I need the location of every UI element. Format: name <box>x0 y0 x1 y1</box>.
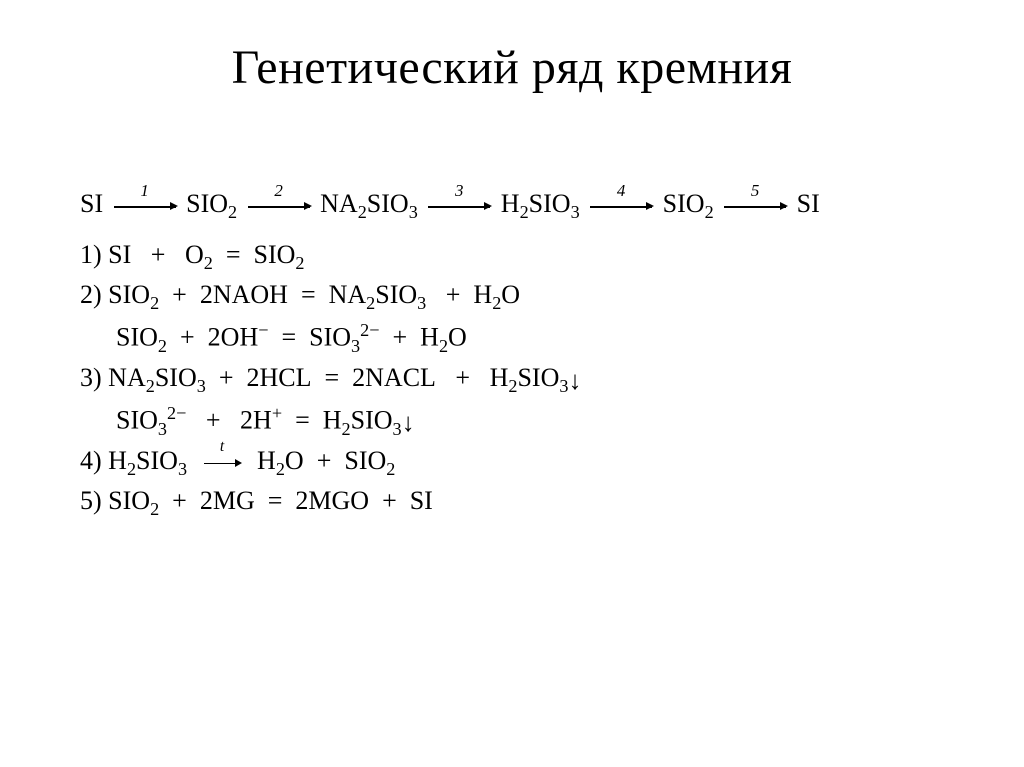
chain-arrow: 5 <box>720 193 790 219</box>
chain-arrow: 2 <box>244 193 314 219</box>
chain-species: Na2SiO3 <box>320 189 418 218</box>
content-block: Si 1 SiO2 2 Na2SiO3 3 H2SiO3 4 SiO2 5 Si… <box>60 185 964 523</box>
equation-4: 4) H2SiO3 t H2O + SiO2 <box>80 442 964 483</box>
chain-species: H2SiO3 <box>501 189 580 218</box>
reaction-chain: Si 1 SiO2 2 Na2SiO3 3 H2SiO3 4 SiO2 5 Si <box>80 185 964 226</box>
chain-species: Si <box>80 189 103 218</box>
equation-2-ionic: SiO2 + 2OH− = SiO32− + H2O <box>80 317 964 359</box>
chain-species: Si <box>797 189 820 218</box>
chain-arrow: 1 <box>110 193 180 219</box>
equation-1: 1) Si + O2 = SiO2 <box>80 236 964 277</box>
chain-arrow: 3 <box>424 193 494 219</box>
slide: Генетический ряд кремния Si 1 SiO2 2 Na2… <box>0 0 1024 767</box>
chain-species: SiO2 <box>663 189 714 218</box>
chain-species: SiO2 <box>186 189 237 218</box>
slide-title: Генетический ряд кремния <box>60 40 964 95</box>
equation-3-ionic: SiO32− + 2H+ = H2SiO3↓ <box>80 400 964 442</box>
heat-arrow: t <box>200 450 244 476</box>
equation-3: 3) Na2SiO3 + 2HCl = 2NaCl + H2SiO3↓ <box>80 359 964 400</box>
equation-2: 2) SiO2 + 2NaOH = Na2SiO3 + H2O <box>80 276 964 317</box>
equation-5: 5) SiO2 + 2Mg = 2MgO + Si <box>80 482 964 523</box>
chain-arrow: 4 <box>586 193 656 219</box>
